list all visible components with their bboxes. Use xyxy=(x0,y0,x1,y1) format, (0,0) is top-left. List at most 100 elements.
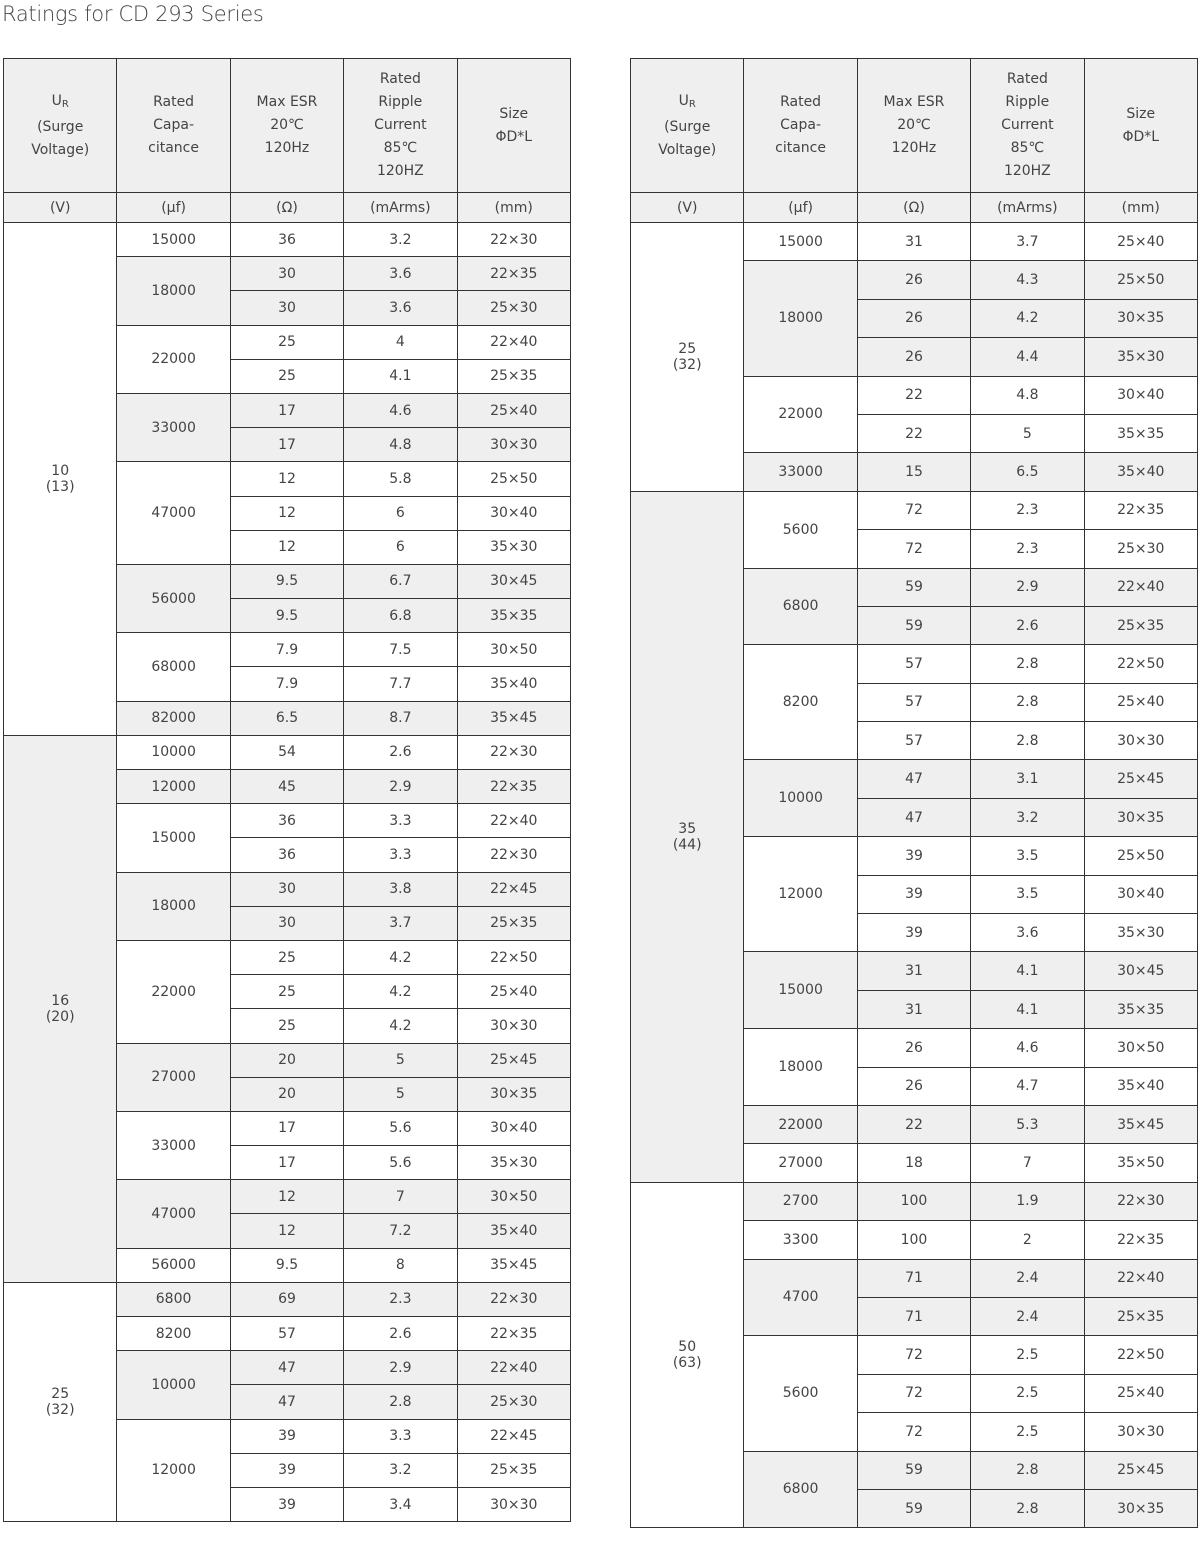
table-row: 59 2.8 30×35 xyxy=(631,1488,1199,1529)
ripple-cell: 1.9 xyxy=(970,1181,1085,1222)
capacitance-cell: 18000 xyxy=(116,256,231,326)
header-line: Current xyxy=(374,117,427,133)
table-row: 15000 31 4.1 30×45 xyxy=(631,951,1199,1030)
esr-cell: 39 xyxy=(229,1486,345,1523)
capacitance-cell: 82000 xyxy=(116,700,231,736)
esr-cell: 9.5 xyxy=(229,563,345,600)
size-cell: 30×50 xyxy=(456,632,572,668)
surge-voltage-value: (44) xyxy=(672,836,702,853)
ripple-cell: 4.8 xyxy=(343,427,458,463)
size-cell: 35×30 xyxy=(456,529,572,565)
table-row: 12000 39 3.3 22×45 xyxy=(4,1418,572,1523)
capacitance-cell: 15000 xyxy=(743,221,858,262)
table-row: 10 (13) 15000 36 3.2 22×30 xyxy=(2,221,572,736)
table-row: 8200 57 2.6 22×35 xyxy=(4,1315,572,1352)
ripple-cell: 3.6 xyxy=(343,256,458,292)
capacitance-cell: 8200 xyxy=(116,1315,231,1352)
size-cell: 25×35 xyxy=(456,358,572,394)
header-line: 120Hz xyxy=(264,140,310,156)
table-row: 39 3.2 25×35 xyxy=(4,1452,572,1488)
size-cell: 25×30 xyxy=(456,1384,572,1420)
voltage-cell: 25 (32) xyxy=(2,1281,118,1523)
surge-voltage-value: (63) xyxy=(672,1355,702,1372)
ripple-cell: 6.8 xyxy=(343,598,458,634)
ripple-cell: 5.6 xyxy=(343,1145,458,1181)
ripple-cell: 2.3 xyxy=(343,1281,458,1318)
surge-voltage-value: (32) xyxy=(45,1401,75,1418)
ripple-cell: 5.6 xyxy=(343,1110,458,1147)
ripple-cell: 2.6 xyxy=(343,1315,458,1352)
unit-cell: (Ω) xyxy=(229,192,345,223)
size-cell: 22×45 xyxy=(456,1418,572,1454)
header-line: citance xyxy=(148,140,199,156)
ripple-cell: 7.7 xyxy=(343,666,458,702)
size-cell: 22×30 xyxy=(456,837,572,873)
esr-cell: 17 xyxy=(229,1110,345,1147)
table-row: 10000 47 3.1 25×45 xyxy=(631,759,1199,838)
ripple-cell: 4.2 xyxy=(343,939,458,976)
capacitance-cell: 27000 xyxy=(743,1143,858,1183)
table-row: 47 2.8 25×30 xyxy=(4,1384,572,1420)
units-row: (V) (μf) (Ω) (mArms) (mm) xyxy=(2,192,572,223)
header-line: Size xyxy=(1126,105,1156,122)
esr-cell: 7.9 xyxy=(229,666,345,702)
capacitance-cell: 6800 xyxy=(743,1450,858,1529)
esr-cell: 25 xyxy=(229,1008,345,1044)
table-row: 22000 25 4 22×40 xyxy=(4,324,572,394)
unit-cell: (Ω) xyxy=(856,192,972,223)
esr-cell: 18 xyxy=(856,1143,972,1183)
ripple-cell: 7 xyxy=(343,1179,458,1215)
ripple-cell: 7.5 xyxy=(343,632,458,668)
esr-cell: 69 xyxy=(229,1281,345,1318)
esr-cell: 59 xyxy=(856,605,972,646)
esr-cell: 39 xyxy=(856,836,972,876)
header-line: 120Hz xyxy=(891,140,937,156)
ripple-cell: 7 xyxy=(970,1143,1085,1183)
size-cell: 35×40 xyxy=(1083,1066,1199,1106)
table-row: 25 4.2 30×30 xyxy=(4,1008,572,1044)
ripple-cell: 6 xyxy=(343,529,458,565)
capacitance-cell: 22000 xyxy=(116,939,231,1044)
size-cell: 22×35 xyxy=(1083,490,1199,531)
ripple-cell: 4.3 xyxy=(970,260,1085,300)
ripple-cell: 3.2 xyxy=(343,1452,458,1488)
esr-cell: 26 xyxy=(856,260,972,300)
header-line: ΦD*L xyxy=(495,128,533,145)
ripple-cell: 4.6 xyxy=(343,392,458,429)
size-cell: 30×35 xyxy=(1083,298,1199,339)
header-line: Voltage) xyxy=(658,141,717,158)
size-cell: 22×40 xyxy=(1083,1258,1199,1298)
header-ur: U xyxy=(51,92,62,109)
voltage-cell: 35 (44) xyxy=(629,490,745,1183)
table-row: 16 (20) 10000 54 2.6 22×30 xyxy=(2,734,572,1283)
capacitance-cell: 12000 xyxy=(116,768,231,805)
ripple-cell: 2.9 xyxy=(343,768,458,805)
page-title: Ratings for CD 293 Series xyxy=(2,2,264,26)
header-line: Rated xyxy=(153,94,195,110)
capacitance-cell: 10000 xyxy=(116,734,231,771)
size-cell: 25×40 xyxy=(456,974,572,1010)
table-row: 26 4.4 35×30 xyxy=(631,337,1199,377)
ripple-cell: 6.5 xyxy=(970,452,1085,492)
voltage-cell: 50 (63) xyxy=(629,1181,745,1529)
header-max-esr: Max ESR 20℃ 120Hz xyxy=(229,58,345,193)
header-ur: U xyxy=(678,92,689,109)
header-capacitance: Rated Capa-citance xyxy=(116,58,231,193)
ripple-cell: 2.8 xyxy=(970,1488,1085,1529)
header-line: Rated xyxy=(379,71,421,87)
esr-cell: 6.5 xyxy=(229,700,345,736)
header-line: Max ESR xyxy=(256,94,318,110)
header-row: UR (Surge Voltage) Rated Capa-citance Max ESR… xyxy=(629,58,1199,193)
size-cell: 30×30 xyxy=(456,427,572,463)
header-line: Voltage) xyxy=(31,141,90,158)
esr-cell: 57 xyxy=(229,1315,345,1352)
size-cell: 22×35 xyxy=(456,768,572,805)
header-line: Capa- xyxy=(153,117,195,133)
table-row: 39 3.5 30×40 xyxy=(631,874,1199,915)
size-cell: 25×45 xyxy=(456,1042,572,1078)
table-row: 47000 12 7 30×50 xyxy=(4,1179,572,1249)
size-cell: 35×35 xyxy=(1083,413,1199,454)
size-cell: 25×40 xyxy=(1083,682,1199,723)
ripple-cell: 7.2 xyxy=(343,1213,458,1249)
table-row: 36 3.3 22×30 xyxy=(4,837,572,873)
